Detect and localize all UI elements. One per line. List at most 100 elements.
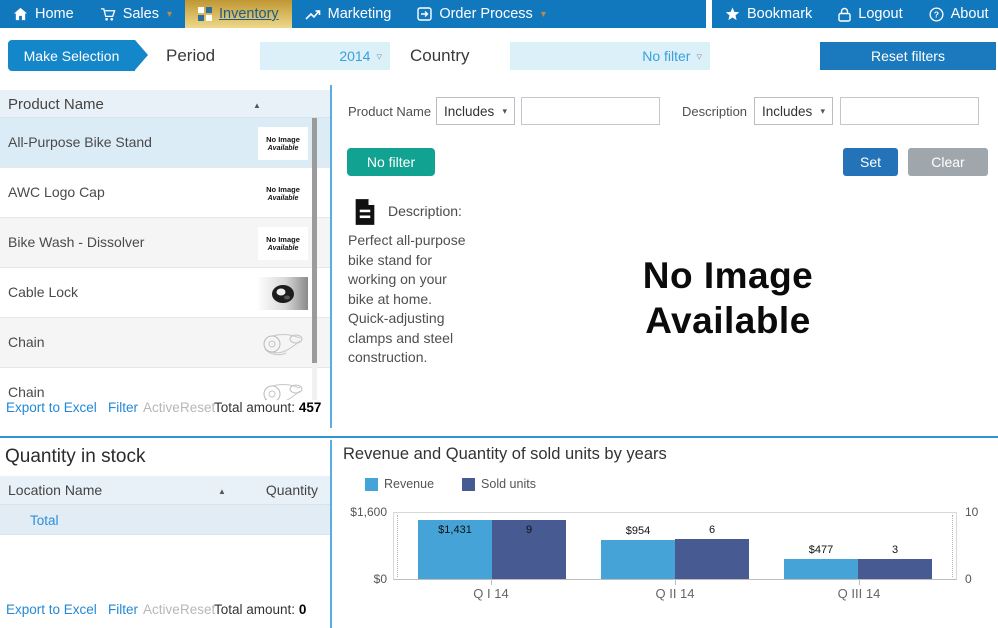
- total-amount: Total amount: 457: [214, 400, 322, 415]
- category-tick: [785, 580, 933, 586]
- stock-footer: Export to Excel Filter Active Reset Tota…: [0, 602, 330, 622]
- no-filter-button[interactable]: No filter: [347, 148, 435, 176]
- active-link-disabled: Active: [143, 400, 180, 415]
- country-label: Country: [410, 46, 470, 65]
- chevron-down-icon: ▿: [376, 50, 382, 63]
- product-list-header[interactable]: Product Name ▲: [0, 90, 330, 118]
- nav-item-about[interactable]: ? About: [916, 0, 998, 28]
- question-icon: ?: [929, 6, 944, 22]
- description-operator-select[interactable]: Includes ▾: [754, 97, 833, 125]
- product-list-scrollbar[interactable]: [312, 118, 317, 400]
- bar-value-label: 6: [708, 524, 716, 536]
- nav-item-label: Inventory: [219, 6, 279, 22]
- cart-icon: [100, 7, 116, 22]
- stock-table-header[interactable]: Location Name ▲ Quantity: [0, 476, 330, 505]
- chevron-down-icon: ▾: [502, 105, 507, 116]
- star-icon: [725, 7, 740, 21]
- no-image-thumbnail: No Image Available: [258, 227, 308, 260]
- bar-value-label: $477: [808, 544, 834, 556]
- bar-sold-units-q-iii-14: [858, 559, 932, 579]
- category-label-q-ii-14: Q II 14: [655, 586, 695, 601]
- product-row-all-purpose-bike-stand-0[interactable]: All-Purpose Bike Stand No Image Available: [0, 118, 330, 168]
- legend-label: Sold units: [481, 477, 536, 491]
- axis-tick-marks: [952, 515, 953, 577]
- horizontal-divider: [0, 436, 998, 438]
- product-name: Cable Lock: [8, 284, 79, 300]
- svg-text:?: ?: [934, 9, 939, 19]
- left-axis-min-label: $0: [373, 572, 387, 586]
- operator-value: Includes: [444, 103, 495, 119]
- vertical-divider: [330, 440, 332, 628]
- make-selection-button[interactable]: Make Selection: [8, 40, 148, 71]
- no-image-thumbnail: No Image Available: [258, 177, 308, 210]
- clear-button[interactable]: Clear: [908, 148, 988, 176]
- total-amount: Total amount: 0: [214, 602, 307, 617]
- set-button[interactable]: Set: [843, 148, 898, 176]
- nav-item-order-process[interactable]: Order Process ▾: [404, 0, 559, 28]
- nav-item-marketing[interactable]: Marketing: [292, 0, 405, 28]
- filter-link[interactable]: Filter: [108, 400, 138, 415]
- nav-item-label: Home: [35, 6, 74, 22]
- bar-revenue-q-ii-14: [601, 540, 675, 579]
- product-detail-panel: Product Name Includes ▾ Description Incl…: [343, 85, 998, 428]
- category-tick-marks: [393, 580, 957, 586]
- location-name-column-header: Location Name: [8, 482, 103, 498]
- export-to-excel-link[interactable]: Export to Excel: [6, 602, 97, 617]
- chart-legend: Revenue Sold units: [365, 477, 536, 491]
- description-filter-input[interactable]: [840, 97, 979, 125]
- filter-link[interactable]: Filter: [108, 602, 138, 617]
- nav-item-inventory[interactable]: Inventory: [185, 0, 292, 28]
- period-value: 2014: [339, 48, 371, 64]
- no-image-thumbnail: No Image Available: [258, 127, 308, 160]
- home-icon: [13, 7, 28, 21]
- product-list-panel: Product Name ▲ All-Purpose Bike Stand No …: [0, 85, 330, 428]
- bar-value-label: 9: [525, 524, 533, 536]
- description-filter-label: Description: [682, 104, 748, 119]
- product-row-bike-wash---dissolver-2[interactable]: Bike Wash - Dissolver No Image Available: [0, 218, 330, 268]
- scrollbar-thumb[interactable]: [312, 118, 317, 363]
- sort-ascending-icon: ▲: [253, 101, 261, 110]
- nav-item-bookmark[interactable]: Bookmark: [712, 0, 825, 28]
- reset-filters-button[interactable]: Reset filters: [820, 42, 996, 70]
- product-list-footer: Export to Excel Filter Active Reset Tota…: [0, 400, 330, 420]
- no-image-available-placeholder: No Image Available: [642, 255, 814, 341]
- product-row-cable-lock-3[interactable]: Cable Lock: [0, 268, 330, 318]
- nav-item-logout[interactable]: Logout: [825, 0, 915, 28]
- bar-value-label: $954: [625, 525, 651, 537]
- country-select[interactable]: No filter ▿: [510, 42, 710, 70]
- product-image-thumbnail: [258, 327, 308, 360]
- product-row-chain-5[interactable]: Chain: [0, 368, 330, 400]
- bar-sold-units-q-i-14: [492, 520, 566, 579]
- stock-row-total[interactable]: Total: [0, 505, 330, 535]
- legend-swatch: [462, 477, 476, 491]
- product-row-chain-4[interactable]: Chain: [0, 318, 330, 368]
- category-axis-labels: Q I 14 Q II 14 Q III 14: [393, 586, 957, 601]
- product-name-operator-select[interactable]: Includes ▾: [436, 97, 515, 125]
- main-nav: Home Sales ▾ Inventory Marketing Order Proces…: [0, 0, 706, 28]
- product-row-awc-logo-cap-1[interactable]: AWC Logo Cap No Image Available: [0, 168, 330, 218]
- legend-item-revenue: Revenue: [365, 477, 434, 491]
- legend-label: Revenue: [384, 477, 435, 491]
- period-label: Period: [166, 46, 216, 65]
- reset-link-disabled: Reset: [180, 400, 216, 415]
- product-name-filter-input[interactable]: [521, 97, 660, 125]
- period-select[interactable]: 2014 ▿: [260, 42, 390, 70]
- bar-value-label: 3: [891, 544, 899, 556]
- description-text: Perfect all-purpose bike stand for worki…: [348, 232, 466, 365]
- bar-value-label: $1,431: [438, 524, 472, 536]
- bar-revenue-q-iii-14: [784, 559, 858, 579]
- nav-item-home[interactable]: Home: [0, 0, 87, 28]
- product-name: Bike Wash - Dissolver: [8, 234, 145, 250]
- grid-icon: [198, 7, 212, 21]
- product-rows: All-Purpose Bike Stand No Image Available A…: [0, 118, 330, 400]
- chart-title: Revenue and Quantity of sold units by ye…: [343, 445, 667, 463]
- export-to-excel-link[interactable]: Export to Excel: [6, 400, 97, 415]
- chevron-down-icon: ▾: [166, 8, 172, 20]
- reset-link-disabled: Reset: [180, 602, 216, 617]
- nav-item-sales[interactable]: Sales ▾: [87, 0, 185, 28]
- legend-swatch: [365, 477, 378, 491]
- operator-value: Includes: [762, 103, 813, 119]
- category-tick: [417, 580, 565, 586]
- bar-group-q-i-14: $1,431 9: [418, 513, 566, 579]
